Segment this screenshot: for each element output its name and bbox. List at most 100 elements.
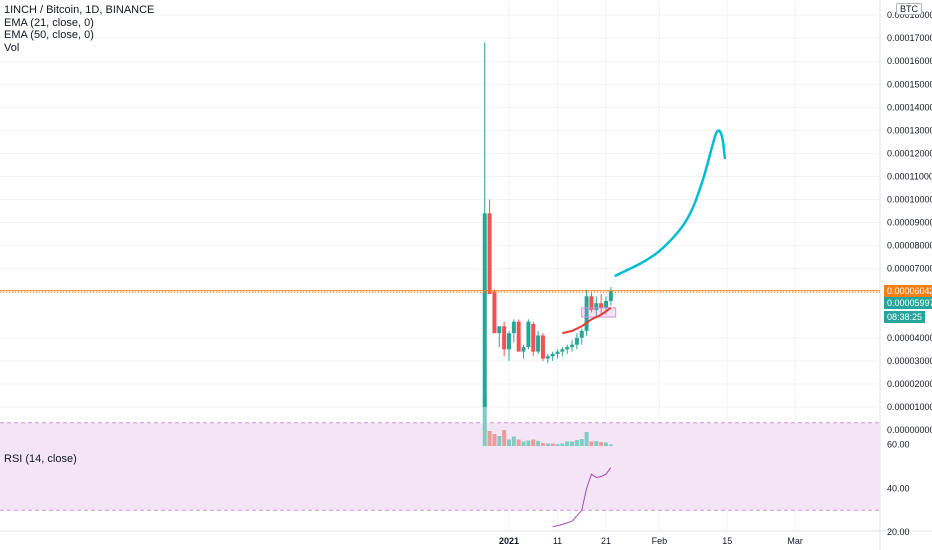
candle [594, 296, 599, 318]
candle-body [545, 356, 550, 359]
candle-body [536, 335, 541, 352]
price-tick-label: 0.00009000 [887, 218, 932, 228]
candle [550, 351, 555, 361]
price-tick-label: 0.00000000 [887, 425, 932, 435]
candle-body [584, 296, 589, 331]
ema21-legend[interactable]: EMA (21, close, 0) [4, 16, 94, 29]
candle [555, 349, 560, 359]
candle [574, 333, 579, 350]
candle [579, 328, 584, 345]
candle [507, 330, 511, 361]
time-tick-label: Mar [787, 536, 803, 546]
price-tick-label: 0.00002000 [887, 379, 932, 389]
axes: 0.00018000 0.00017000 0.00016000 0.00015000… [499, 10, 932, 546]
candle-body [599, 303, 604, 308]
candle-body [516, 321, 521, 352]
time-tick-label: 2021 [499, 536, 519, 546]
candle [608, 287, 613, 306]
candle [482, 42, 487, 407]
candle [511, 319, 516, 343]
volume-bar [502, 430, 507, 446]
last-price-tag: 0.00006042 [884, 285, 932, 297]
volume-bar [526, 440, 531, 446]
time-tick-label: Feb [652, 536, 668, 546]
time-tick-label: 21 [601, 536, 611, 546]
volume-bar [540, 443, 545, 446]
candle-body [560, 349, 565, 352]
candle-body [507, 333, 511, 350]
volume-bar [511, 436, 516, 446]
rsi-tick-label: 60.00 [887, 440, 910, 450]
volume-bar [492, 434, 497, 446]
candle-body [540, 335, 545, 359]
candle-body [482, 213, 487, 407]
volume-legend[interactable]: Vol [4, 41, 20, 54]
candles [482, 42, 613, 407]
candle [584, 289, 589, 336]
candle-body [579, 330, 584, 338]
price-tick-label: 0.00016000 [887, 56, 932, 66]
volume-bars [482, 396, 613, 446]
price-tag: 0.00005997 [884, 297, 932, 309]
candle [540, 333, 545, 361]
candle-body [521, 347, 526, 352]
ema21-line [562, 307, 612, 335]
symbol-title[interactable]: 1INCH / Bitcoin, 1D, BINANCE [4, 4, 155, 16]
candle-body [497, 326, 502, 334]
candle-body [531, 323, 536, 352]
price-tick-label: 0.00015000 [887, 79, 932, 89]
overlays [0, 129, 880, 335]
volume-bar [584, 432, 589, 446]
volume-bar [570, 441, 575, 446]
price-tick-label: 0.00003000 [887, 356, 932, 366]
candle [589, 291, 594, 313]
candle [502, 321, 507, 357]
rsi-legend[interactable]: RSI (14, close) [4, 453, 77, 465]
volume-bar [550, 443, 555, 446]
candle-body [526, 321, 531, 348]
candle [536, 330, 541, 354]
candle-body [574, 337, 579, 345]
volume-bar [560, 443, 565, 446]
price-tick-label: 0.00012000 [887, 148, 932, 158]
price-tick-label: 0.00001000 [887, 402, 932, 412]
candle-body [550, 353, 555, 357]
rsi-band [0, 422, 880, 511]
candle [531, 321, 536, 357]
chart-legend: 1INCH / Bitcoin, 1D, BINANCE EMA (21, cl… [4, 4, 154, 54]
candle-body [589, 296, 594, 311]
currency-badge[interactable]: BTC [896, 3, 922, 15]
volume-bar [579, 439, 584, 446]
volume-bar [604, 442, 608, 446]
volume-bar [516, 439, 521, 446]
candle [560, 347, 565, 357]
rsi-line [552, 467, 612, 528]
volume-bar [487, 431, 492, 446]
price-tick-label: 0.00017000 [887, 33, 932, 43]
countdown-tag: 08:38:25 [884, 311, 926, 323]
price-tick-label: 0.00013000 [887, 125, 932, 135]
price-tick-label: 0.00014000 [887, 102, 932, 112]
ema50-legend[interactable]: EMA (50, close, 0) [4, 29, 94, 41]
volume-bar [521, 441, 526, 446]
volume-bar [531, 439, 536, 446]
price-tick-label: 0.00011000 [887, 171, 932, 181]
candle-body [565, 347, 570, 350]
candle [526, 319, 531, 350]
price-tick-label: 0.00008000 [887, 241, 932, 251]
volume-bar [565, 441, 570, 446]
candle [570, 340, 575, 352]
volume-bar [497, 436, 502, 446]
candle [516, 319, 521, 352]
volume-bar [545, 443, 550, 446]
price-tick-label: 0.00018000 [887, 10, 932, 20]
candle-body [492, 291, 497, 334]
rsi-tick-label: 40.00 [887, 483, 910, 493]
candle-body [594, 303, 599, 311]
candle-body [502, 326, 507, 350]
volume-bar [589, 441, 594, 446]
candle-body [570, 344, 575, 348]
candle-body [487, 213, 492, 295]
rsi-tick-label: 20.00 [887, 527, 910, 537]
